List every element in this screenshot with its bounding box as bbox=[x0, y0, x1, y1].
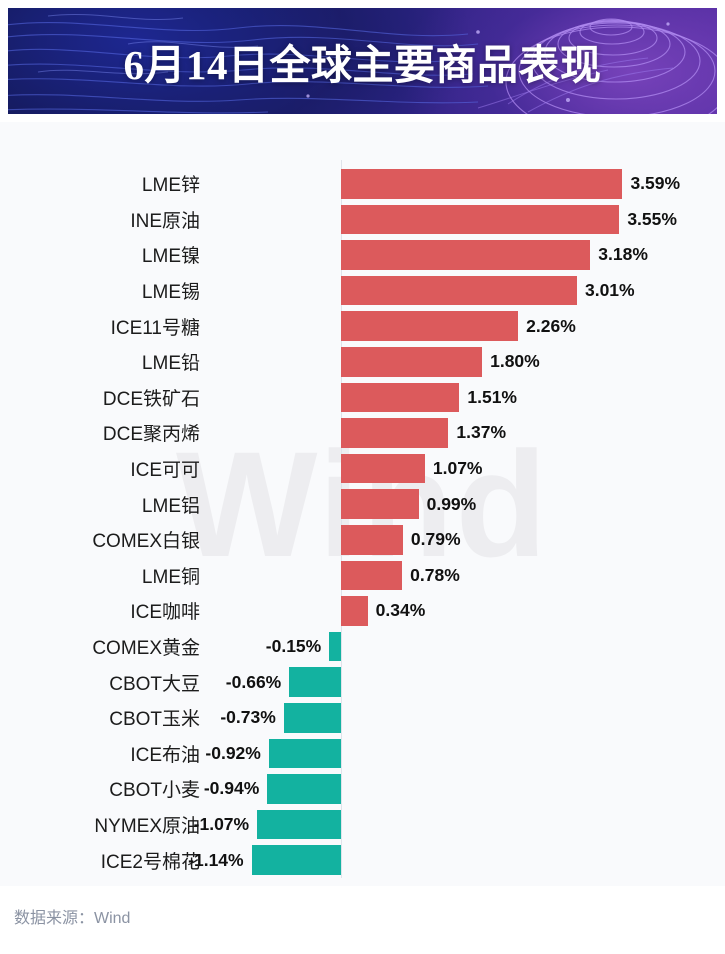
chart-row: ICE11号糖 2.26% bbox=[0, 308, 725, 344]
chart-row: ICE布油 -0.92% bbox=[0, 736, 725, 772]
chart-row: COMEX白银 0.79% bbox=[0, 522, 725, 558]
bar-positive bbox=[341, 347, 483, 377]
zero-axis-line bbox=[341, 160, 342, 878]
bar-value-label: -0.66% bbox=[225, 671, 282, 692]
chart-row: LME铝 0.99% bbox=[0, 486, 725, 522]
bar-negative bbox=[257, 809, 341, 840]
bar-value-label: 1.80% bbox=[490, 351, 540, 372]
category-label: LME铅 bbox=[141, 353, 200, 375]
chart-row: CBOT大豆 -0.66% bbox=[0, 664, 725, 700]
bar-negative bbox=[329, 631, 341, 662]
category-label: LME铜 bbox=[141, 566, 200, 588]
chart-row: CBOT玉米 -0.73% bbox=[0, 700, 725, 736]
chart-row: DCE聚丙烯 1.37% bbox=[0, 415, 725, 451]
bar-value-label: 1.37% bbox=[456, 422, 507, 443]
data-source-label: 数据来源：Wind bbox=[14, 910, 131, 927]
category-label: ICE布油 bbox=[130, 744, 200, 766]
header-banner: 6月14日全球主要商品表现 bbox=[8, 8, 717, 114]
bar-positive bbox=[341, 169, 623, 199]
chart-row: CBOT小麦 -0.94% bbox=[0, 771, 725, 807]
category-label: LME铝 bbox=[141, 495, 200, 517]
bar-value-label: -0.92% bbox=[205, 742, 261, 763]
footer: 数据来源：Wind bbox=[0, 886, 725, 954]
bar-chart-plot: LME锌 3.59% INE原油 3.55% LME镍 3.18% LME锡 3.01% ICE… bbox=[0, 122, 725, 886]
bar-negative bbox=[251, 845, 341, 875]
bar-value-label: -0.15% bbox=[265, 636, 322, 657]
bar-value-label: 1.51% bbox=[467, 386, 517, 407]
chart-row: COMEX黄金 -0.15% bbox=[0, 629, 725, 665]
bar-value-label: 0.78% bbox=[410, 564, 460, 585]
chart-row: LME铜 0.78% bbox=[0, 558, 725, 594]
bar-positive bbox=[341, 382, 460, 413]
bar-value-label: 3.55% bbox=[627, 208, 677, 229]
bar-positive bbox=[341, 525, 403, 555]
page-title: 6月14日全球主要商品表现 bbox=[123, 42, 602, 88]
bar-positive bbox=[341, 453, 425, 484]
bar-value-label: 3.01% bbox=[584, 280, 635, 301]
category-label: LME锡 bbox=[141, 282, 200, 304]
bar-positive bbox=[341, 240, 591, 270]
chart-row: INE原油 3.55% bbox=[0, 202, 725, 238]
category-label: LME镍 bbox=[141, 246, 200, 268]
bar-value-label: -0.94% bbox=[203, 778, 260, 799]
category-label: CBOT大豆 bbox=[109, 673, 200, 695]
bar-value-label: 3.18% bbox=[598, 244, 648, 265]
category-label: DCE铁矿石 bbox=[102, 388, 200, 410]
category-label: CBOT小麦 bbox=[109, 780, 200, 802]
category-label: COMEX黄金 bbox=[92, 638, 200, 660]
chart-row: ICE咖啡 0.34% bbox=[0, 593, 725, 629]
chart-row: ICE可可 1.07% bbox=[0, 451, 725, 487]
bar-positive bbox=[341, 311, 519, 341]
category-label: CBOT玉米 bbox=[109, 709, 200, 731]
chart-row: DCE铁矿石 1.51% bbox=[0, 380, 725, 416]
bar-value-label: 0.99% bbox=[426, 493, 477, 514]
chart-row: LME锌 3.59% bbox=[0, 166, 725, 202]
category-label: ICE可可 bbox=[130, 460, 200, 482]
chart-panel: Wind LME锌3.59%INE原油3.55%LME镍3.18%LME锡3.0… bbox=[0, 122, 725, 886]
bar-positive bbox=[341, 275, 577, 306]
bar-negative bbox=[267, 774, 341, 804]
category-label: ICE11号糖 bbox=[110, 317, 200, 339]
category-label: INE原油 bbox=[130, 210, 200, 232]
chart-row: ICE2号棉花 -1.14% bbox=[0, 842, 725, 878]
bar-positive bbox=[341, 596, 368, 626]
chart-row: LME锡 3.01% bbox=[0, 273, 725, 309]
bar-value-label: 1.07% bbox=[432, 458, 483, 479]
chart-row: LME铅 1.80% bbox=[0, 344, 725, 380]
category-label: ICE2号棉花 bbox=[100, 851, 200, 873]
bar-value-label: 2.26% bbox=[526, 315, 576, 336]
bar-negative bbox=[289, 667, 341, 697]
chart-row: NYMEX原油 -1.07% bbox=[0, 807, 725, 843]
bar-positive bbox=[341, 489, 419, 519]
bar-positive bbox=[341, 204, 620, 235]
bar-value-label: -1.07% bbox=[193, 814, 250, 835]
bar-positive bbox=[341, 418, 449, 448]
bar-value-label: 0.79% bbox=[410, 529, 461, 550]
category-label: COMEX白银 bbox=[92, 531, 200, 553]
bar-value-label: 0.34% bbox=[375, 600, 426, 621]
chart-row: LME镍 3.18% bbox=[0, 237, 725, 273]
bar-value-label: -1.14% bbox=[188, 849, 244, 870]
bar-positive bbox=[341, 560, 403, 591]
category-label: ICE咖啡 bbox=[130, 602, 200, 624]
bar-value-label: -0.73% bbox=[220, 707, 276, 728]
category-label: DCE聚丙烯 bbox=[102, 424, 200, 446]
topographic-pattern-icon bbox=[8, 13, 717, 114]
bar-negative bbox=[268, 738, 341, 769]
bar-value-label: 3.59% bbox=[630, 173, 681, 194]
bar-negative bbox=[283, 703, 341, 733]
category-label: LME锌 bbox=[141, 175, 200, 197]
category-label: NYMEX原油 bbox=[94, 816, 200, 838]
